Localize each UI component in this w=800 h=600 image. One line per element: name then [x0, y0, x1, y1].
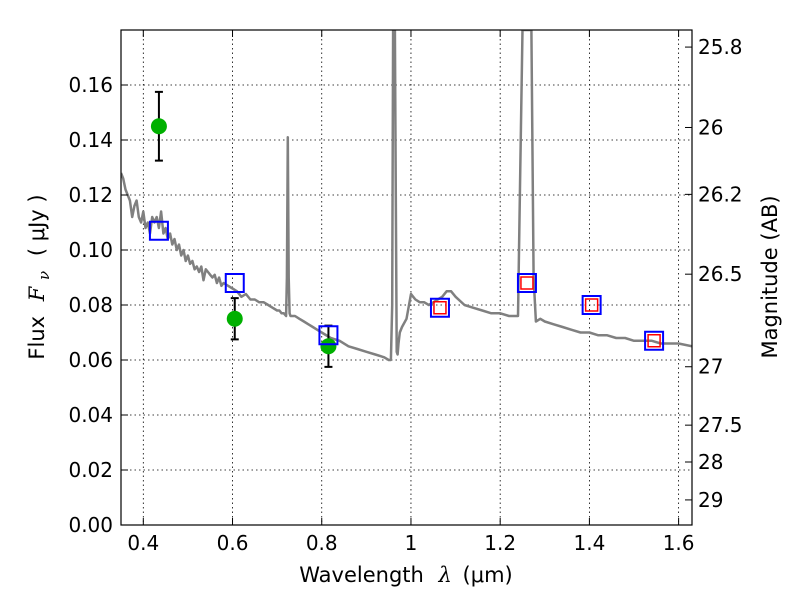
y-tick-label: 0.16	[68, 73, 113, 97]
plot-content	[121, 30, 692, 368]
x-axis-title-symbol: λ	[438, 563, 452, 587]
x-tick-label: 1.6	[663, 531, 695, 555]
model-flux-square	[318, 325, 339, 346]
model-flux-square-inner	[647, 334, 661, 348]
y-tick-label: 0.08	[68, 293, 113, 317]
observed-flux-point	[150, 118, 167, 135]
y-tick-label: 0.06	[68, 348, 113, 372]
y-axis-title-unit: ( μJy )	[25, 194, 49, 256]
model-flux-square	[644, 330, 665, 351]
y2-tick-label: 26.2	[698, 182, 743, 206]
model-flux-square	[148, 220, 169, 241]
y-tick-label: 0.12	[68, 183, 113, 207]
y2-tick-label: 27.5	[698, 413, 743, 437]
y-axis-title-symbol: F	[25, 285, 49, 302]
model-flux-square-inner	[520, 276, 534, 290]
y2-tick-label: 29	[698, 488, 723, 512]
model-flux-square	[516, 273, 537, 293]
y-tick-label: 0.10	[68, 238, 113, 262]
x-tick-label: 0.6	[217, 531, 249, 555]
x-tick-label: 1.2	[484, 531, 516, 555]
x-tick-label: 0.8	[306, 531, 338, 555]
grid-lines	[121, 30, 692, 525]
x-tick-label: 1.4	[573, 531, 605, 555]
y-tick-label: 0.14	[68, 128, 113, 152]
model-spectrum-line	[121, 30, 692, 362]
y2-axis-title: Magnitude (AB)	[758, 195, 782, 358]
x-axis-title-unit: (μm)	[463, 563, 513, 587]
model-flux-square	[581, 295, 602, 315]
y-axis-title-word: Flux	[25, 316, 49, 360]
y2-tick-label: 25.8	[698, 35, 743, 59]
observed-flux-point	[320, 338, 337, 355]
model-flux-square	[429, 297, 450, 318]
x-axis-title-word: Wavelength	[299, 563, 424, 587]
model-flux-square	[224, 273, 245, 293]
y-axis-title: Flux F ν ( μJy )	[25, 194, 54, 359]
x-tick-label: 1	[405, 531, 418, 555]
y-tick-label: 0.02	[68, 458, 113, 482]
y-tick-label: 0.00	[68, 513, 113, 537]
y-tick-label: 0.04	[68, 403, 113, 427]
y2-tick-label: 27	[698, 355, 723, 379]
model-flux-square-inner	[584, 298, 599, 312]
y2-tick-label: 28	[698, 450, 723, 474]
x-axis-title: Wavelength λ (μm)	[299, 563, 512, 587]
observed-flux-point	[226, 310, 243, 327]
axis-ticks: 0.4 0.6 0.8 1 1.2 1.4 1.6 0.00 0.02 0.04 0.06 0.08 0…	[68, 30, 743, 555]
model-flux-square-inner	[433, 301, 447, 315]
plot-frame	[120, 29, 693, 526]
y2-tick-label: 26.5	[698, 262, 743, 286]
y-axis-title-subscript: ν	[35, 271, 53, 280]
y2-tick-label: 26	[698, 115, 723, 139]
x-tick-label: 0.4	[127, 531, 159, 555]
